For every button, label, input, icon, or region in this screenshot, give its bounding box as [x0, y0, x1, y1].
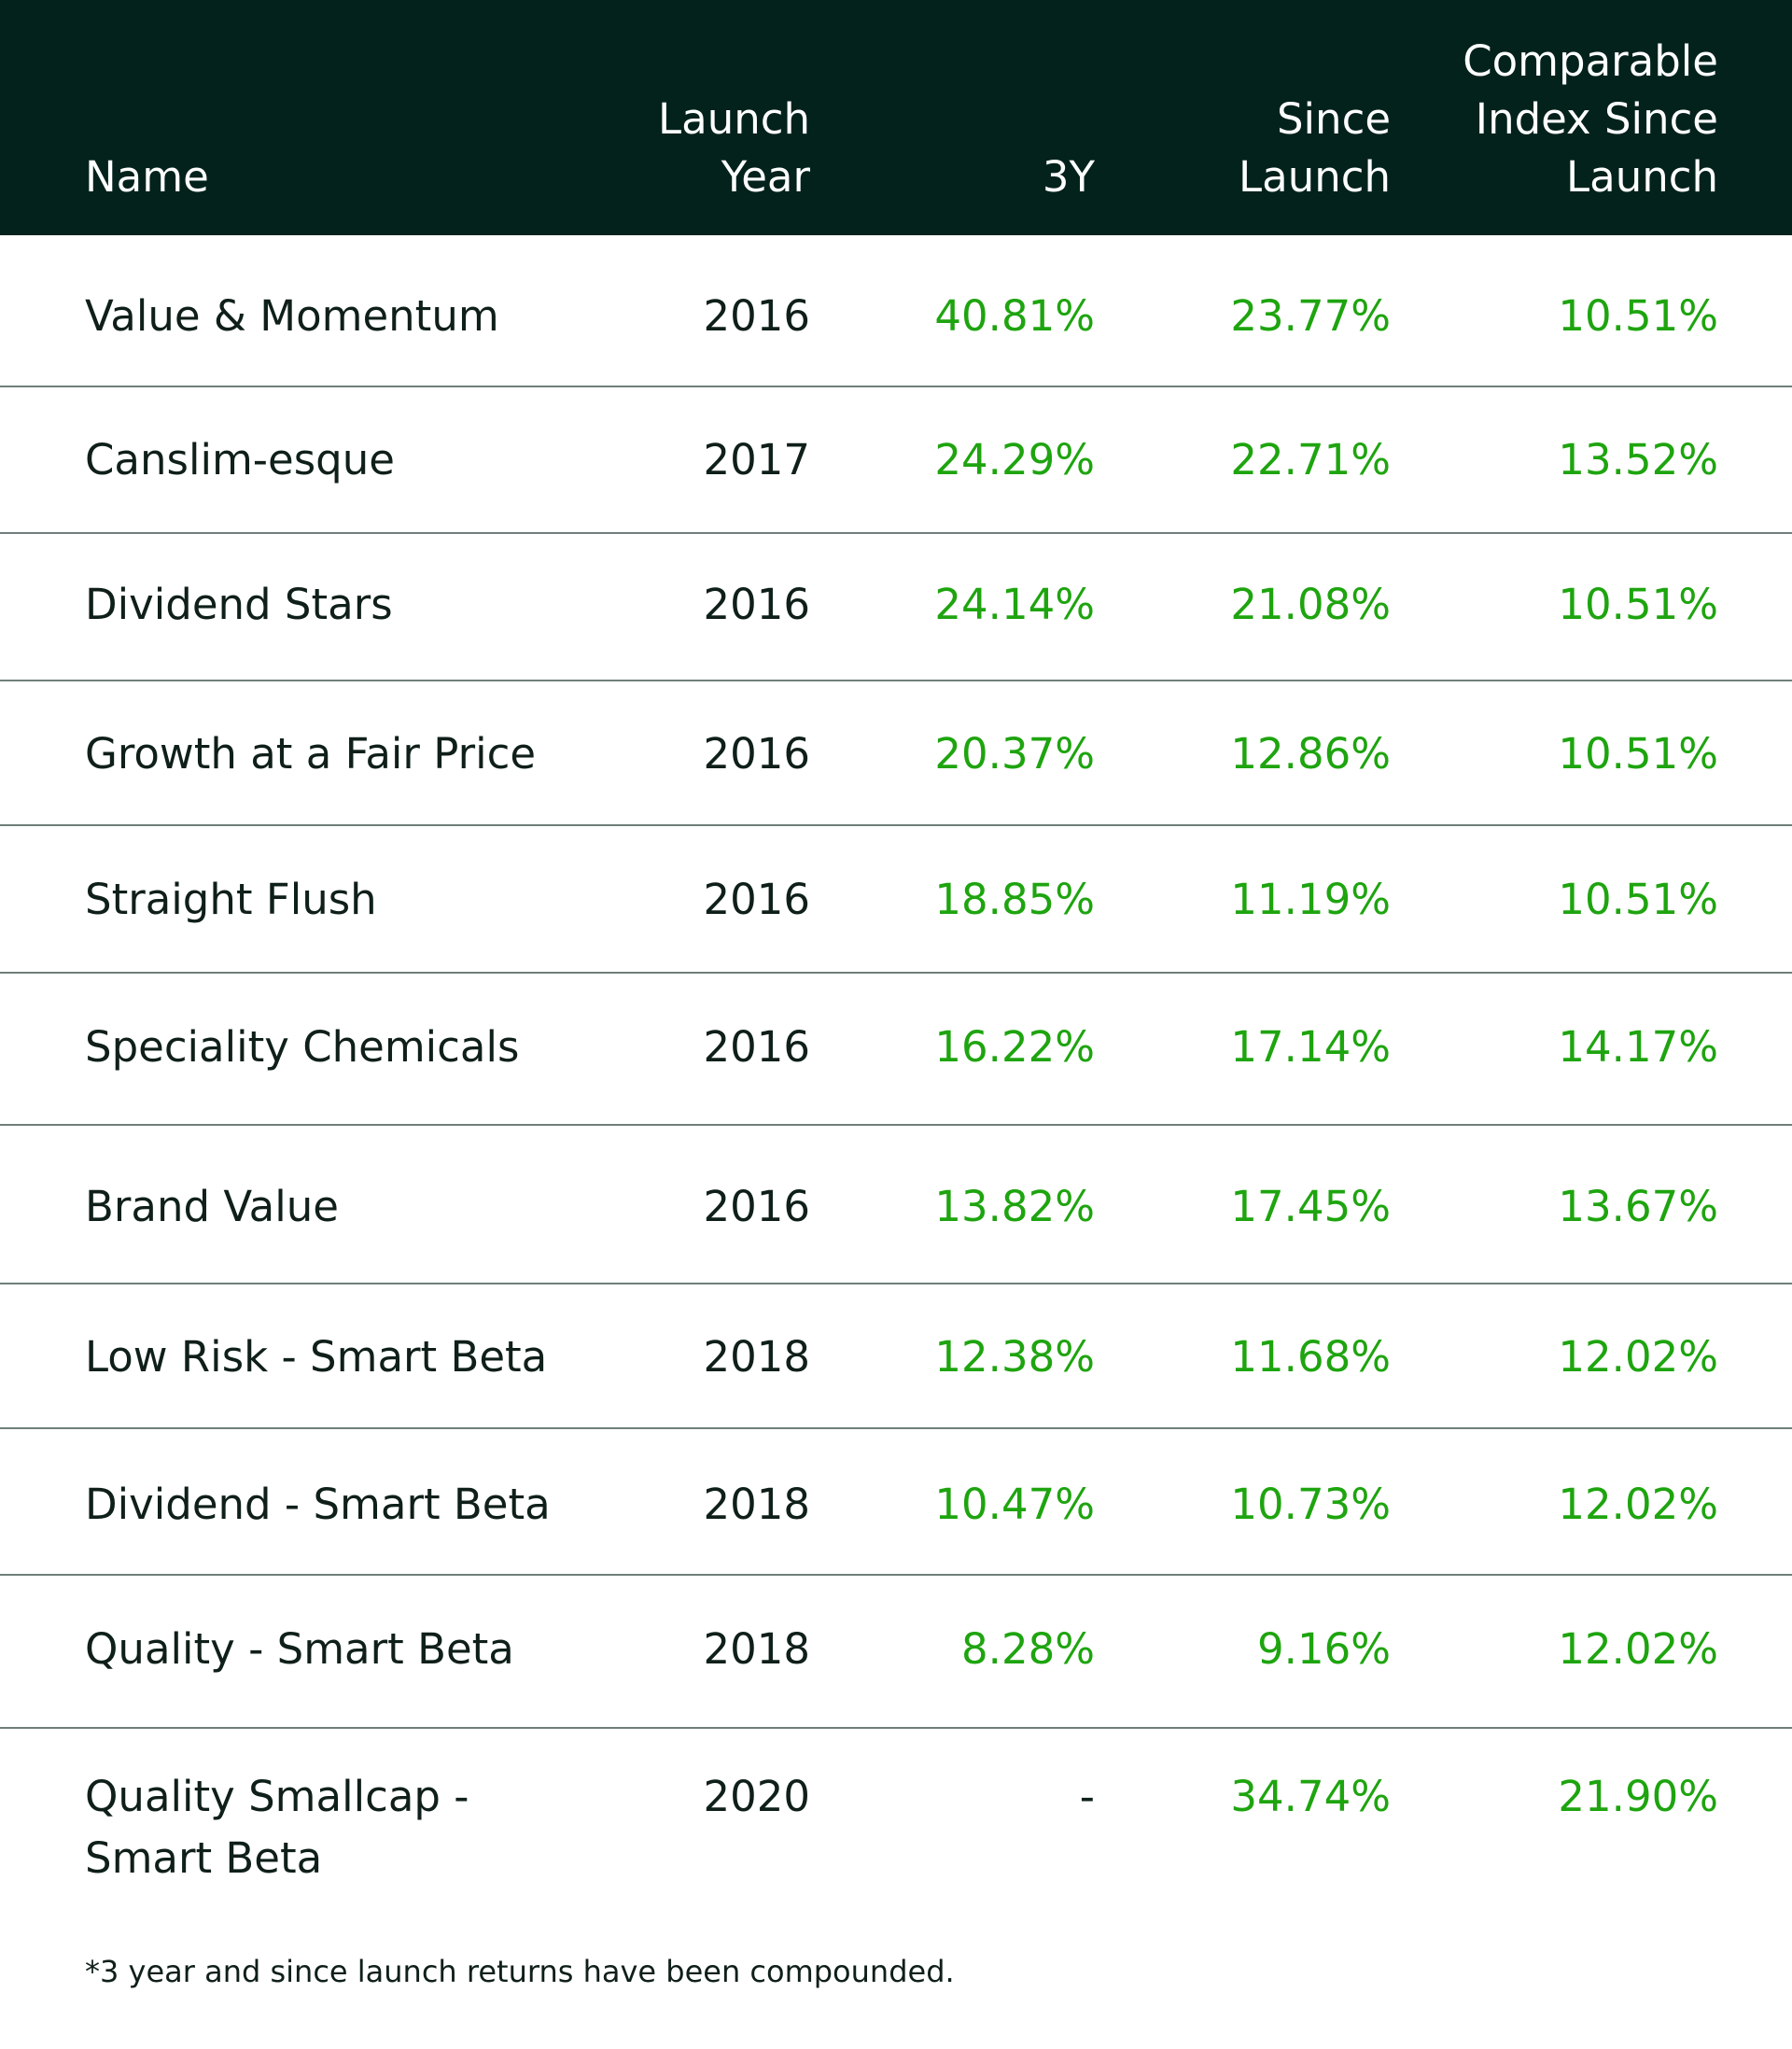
- row-name: Value & Momentum: [85, 291, 499, 341]
- row-launch-year: 2016: [703, 1182, 810, 1231]
- row-comparable: 10.51%: [1558, 580, 1718, 629]
- row-name: Growth at a Fair Price: [85, 729, 537, 779]
- table-row: Canslim-esque 2017 24.29% 22.71% 13.52%: [0, 387, 1792, 534]
- header-comparable-index: Comparable Index Since Launch: [1463, 36, 1718, 202]
- table-row: Growth at a Fair Price 2016 20.37% 12.86…: [0, 681, 1792, 826]
- row-name: Dividend - Smart Beta: [85, 1480, 551, 1529]
- row-3y: 24.14%: [934, 580, 1095, 629]
- row-launch-year: 2016: [703, 291, 810, 341]
- row-3y: 16.22%: [934, 1022, 1095, 1072]
- row-since-launch: 23.77%: [1230, 291, 1391, 341]
- row-name: Canslim-esque: [85, 435, 395, 484]
- table-row: Low Risk - Smart Beta 2018 12.38% 11.68%…: [0, 1284, 1792, 1429]
- footnote: *3 year and since launch returns have be…: [85, 1954, 955, 1989]
- row-comparable: 10.51%: [1558, 291, 1718, 341]
- table-row: Dividend - Smart Beta 2018 10.47% 10.73%…: [0, 1429, 1792, 1576]
- table-row: Quality - Smart Beta 2018 8.28% 9.16% 12…: [0, 1576, 1792, 1729]
- row-launch-year: 2016: [703, 1022, 810, 1072]
- row-name: Quality Smallcap - Smart Beta: [85, 1772, 469, 1883]
- row-name: Dividend Stars: [85, 580, 393, 629]
- row-3y: 18.85%: [934, 875, 1095, 924]
- row-name: Straight Flush: [85, 875, 377, 924]
- table-row: Dividend Stars 2016 24.14% 21.08% 10.51%: [0, 534, 1792, 681]
- header-3y: 3Y: [1042, 152, 1095, 202]
- row-since-launch: 10.73%: [1230, 1480, 1391, 1529]
- row-since-launch: 22.71%: [1230, 435, 1391, 484]
- row-since-launch: 12.86%: [1230, 729, 1391, 779]
- returns-table: Name Launch Year 3Y Since Launch Compara…: [0, 0, 1792, 1916]
- table-row: Brand Value 2016 13.82% 17.45% 13.67%: [0, 1126, 1792, 1284]
- row-comparable: 14.17%: [1558, 1022, 1718, 1072]
- row-comparable: 10.51%: [1558, 729, 1718, 779]
- header-launch-year: Launch Year: [658, 94, 810, 202]
- row-launch-year: 2018: [703, 1332, 810, 1382]
- row-3y: 10.47%: [934, 1480, 1095, 1529]
- row-launch-year: 2016: [703, 875, 810, 924]
- row-name: Quality - Smart Beta: [85, 1624, 514, 1674]
- row-since-launch: 21.08%: [1230, 580, 1391, 629]
- header-since-launch: Since Launch: [1239, 94, 1391, 202]
- row-launch-year: 2016: [703, 580, 810, 629]
- row-since-launch: 34.74%: [1230, 1772, 1391, 1821]
- row-since-launch: 9.16%: [1257, 1624, 1391, 1674]
- table-row: Value & Momentum 2016 40.81% 23.77% 10.5…: [0, 235, 1792, 387]
- row-launch-year: 2017: [703, 435, 810, 484]
- row-3y: 24.29%: [934, 435, 1095, 484]
- header-name: Name: [85, 152, 209, 202]
- row-launch-year: 2018: [703, 1480, 810, 1529]
- row-launch-year: 2018: [703, 1624, 810, 1674]
- row-since-launch: 17.14%: [1230, 1022, 1391, 1072]
- table-row: Straight Flush 2016 18.85% 11.19% 10.51%: [0, 826, 1792, 974]
- row-comparable: 12.02%: [1558, 1624, 1718, 1674]
- row-name: Speciality Chemicals: [85, 1022, 520, 1072]
- row-comparable: 12.02%: [1558, 1480, 1718, 1529]
- row-comparable: 13.67%: [1558, 1182, 1718, 1231]
- row-3y: 40.81%: [934, 291, 1095, 341]
- row-since-launch: 11.68%: [1230, 1332, 1391, 1382]
- table-row: Quality Smallcap - Smart Beta 2020 - 34.…: [0, 1729, 1792, 1916]
- row-since-launch: 11.19%: [1230, 875, 1391, 924]
- row-comparable: 21.90%: [1558, 1772, 1718, 1821]
- row-3y: -: [1079, 1772, 1095, 1821]
- row-launch-year: 2020: [703, 1772, 810, 1821]
- row-3y: 13.82%: [934, 1182, 1095, 1231]
- row-3y: 20.37%: [934, 729, 1095, 779]
- row-launch-year: 2016: [703, 729, 810, 779]
- row-comparable: 10.51%: [1558, 875, 1718, 924]
- table-header: Name Launch Year 3Y Since Launch Compara…: [0, 0, 1792, 235]
- row-comparable: 12.02%: [1558, 1332, 1718, 1382]
- table-row: Speciality Chemicals 2016 16.22% 17.14% …: [0, 974, 1792, 1126]
- row-since-launch: 17.45%: [1230, 1182, 1391, 1231]
- row-name: Low Risk - Smart Beta: [85, 1332, 548, 1382]
- row-3y: 8.28%: [961, 1624, 1095, 1674]
- row-3y: 12.38%: [934, 1332, 1095, 1382]
- row-name: Brand Value: [85, 1182, 339, 1231]
- row-comparable: 13.52%: [1558, 435, 1718, 484]
